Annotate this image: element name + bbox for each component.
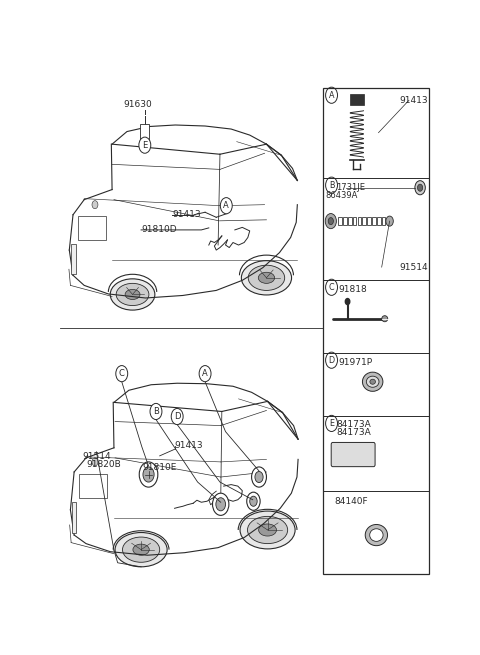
Bar	[377, 217, 381, 225]
FancyBboxPatch shape	[331, 442, 375, 466]
Bar	[372, 217, 376, 225]
Circle shape	[139, 137, 151, 153]
Text: 86439A: 86439A	[325, 191, 358, 200]
Circle shape	[92, 458, 98, 466]
Circle shape	[418, 184, 423, 191]
Bar	[367, 217, 371, 225]
Ellipse shape	[370, 379, 375, 384]
Ellipse shape	[259, 524, 276, 536]
Bar	[343, 217, 347, 225]
Circle shape	[415, 181, 425, 195]
Bar	[350, 94, 363, 105]
Bar	[72, 502, 76, 533]
Ellipse shape	[370, 529, 383, 542]
Circle shape	[345, 299, 350, 305]
Text: 91810E: 91810E	[143, 463, 177, 472]
Text: 91413: 91413	[172, 210, 201, 219]
Text: D: D	[174, 412, 180, 421]
Circle shape	[328, 217, 334, 225]
Circle shape	[171, 409, 183, 424]
Text: A: A	[223, 201, 229, 210]
Circle shape	[247, 492, 260, 510]
Bar	[140, 124, 149, 140]
Bar	[382, 217, 385, 225]
Text: 1731JE: 1731JE	[336, 183, 365, 192]
Ellipse shape	[382, 316, 388, 322]
Ellipse shape	[122, 537, 160, 562]
Bar	[353, 217, 356, 225]
Circle shape	[199, 365, 211, 382]
Text: B: B	[153, 407, 159, 416]
Ellipse shape	[110, 279, 155, 310]
Bar	[362, 217, 366, 225]
Ellipse shape	[248, 265, 285, 290]
Ellipse shape	[258, 272, 275, 284]
Circle shape	[116, 365, 128, 382]
Circle shape	[386, 216, 393, 226]
Circle shape	[255, 472, 263, 483]
Bar	[78, 215, 106, 240]
Ellipse shape	[362, 372, 383, 391]
Text: 91810D: 91810D	[141, 225, 177, 234]
Text: A: A	[202, 369, 208, 378]
Bar	[79, 474, 107, 498]
Bar	[358, 217, 361, 225]
Ellipse shape	[240, 511, 295, 549]
Circle shape	[143, 467, 154, 482]
Bar	[324, 88, 430, 574]
Circle shape	[325, 214, 336, 229]
Ellipse shape	[248, 516, 288, 544]
Text: 91514: 91514	[82, 452, 111, 461]
Text: 91413: 91413	[399, 96, 428, 105]
Text: 91818: 91818	[338, 286, 367, 294]
Bar	[71, 244, 76, 274]
Text: A: A	[329, 91, 334, 100]
Circle shape	[139, 462, 158, 487]
Text: D: D	[328, 356, 335, 365]
Ellipse shape	[115, 533, 167, 567]
Text: 84173A: 84173A	[336, 421, 371, 430]
Bar	[338, 217, 342, 225]
Text: E: E	[329, 419, 334, 428]
Circle shape	[213, 493, 229, 515]
Text: 91413: 91413	[175, 441, 203, 450]
Text: B: B	[329, 181, 334, 190]
Text: 91971P: 91971P	[338, 358, 372, 367]
Circle shape	[252, 467, 266, 487]
Text: E: E	[142, 141, 147, 150]
Ellipse shape	[365, 525, 387, 546]
Bar	[348, 217, 351, 225]
Circle shape	[216, 498, 226, 511]
Text: 91630: 91630	[124, 100, 153, 109]
Ellipse shape	[241, 261, 291, 295]
Ellipse shape	[133, 544, 149, 555]
Circle shape	[250, 496, 257, 506]
Text: C: C	[119, 369, 125, 378]
Ellipse shape	[116, 284, 149, 306]
Circle shape	[150, 403, 162, 420]
Circle shape	[92, 200, 98, 209]
Text: 84140F: 84140F	[335, 496, 368, 506]
Text: 84173A: 84173A	[336, 428, 371, 437]
Ellipse shape	[366, 376, 379, 387]
Circle shape	[220, 198, 232, 214]
Text: 91820B: 91820B	[86, 460, 121, 470]
Text: C: C	[329, 283, 335, 291]
Ellipse shape	[125, 290, 140, 299]
Text: 91514: 91514	[399, 263, 428, 272]
